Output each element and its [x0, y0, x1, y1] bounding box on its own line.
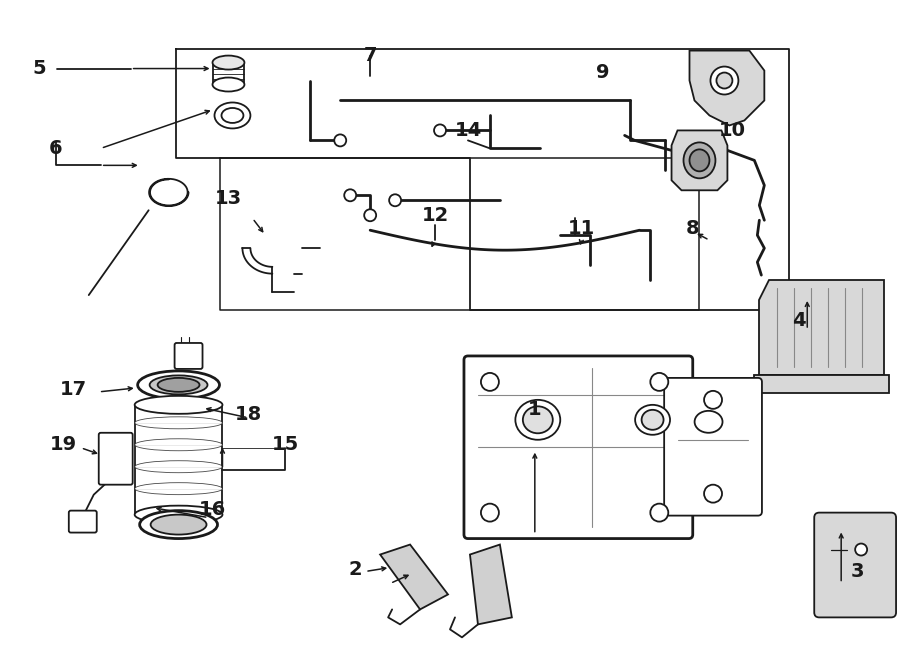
Ellipse shape: [150, 515, 206, 535]
Ellipse shape: [135, 439, 222, 451]
Ellipse shape: [135, 461, 222, 473]
Circle shape: [716, 73, 733, 89]
Circle shape: [364, 210, 376, 221]
FancyBboxPatch shape: [68, 510, 96, 533]
Ellipse shape: [149, 375, 208, 395]
Ellipse shape: [135, 483, 222, 494]
Text: 2: 2: [348, 560, 362, 579]
Polygon shape: [689, 51, 764, 126]
Ellipse shape: [516, 400, 561, 440]
Text: 8: 8: [686, 219, 699, 238]
Ellipse shape: [683, 142, 716, 178]
FancyBboxPatch shape: [664, 378, 762, 516]
Polygon shape: [671, 130, 727, 190]
Ellipse shape: [523, 407, 553, 433]
FancyBboxPatch shape: [175, 343, 202, 369]
Circle shape: [651, 504, 669, 522]
Ellipse shape: [138, 371, 220, 399]
Circle shape: [389, 194, 401, 206]
Text: 17: 17: [60, 380, 87, 399]
Ellipse shape: [158, 378, 200, 392]
Text: 4: 4: [793, 311, 806, 330]
Ellipse shape: [212, 77, 245, 91]
Ellipse shape: [221, 108, 243, 123]
Ellipse shape: [214, 102, 250, 128]
Circle shape: [344, 189, 356, 201]
Ellipse shape: [135, 417, 222, 429]
Text: 7: 7: [364, 46, 377, 65]
Ellipse shape: [135, 396, 222, 414]
Circle shape: [481, 504, 499, 522]
Text: 12: 12: [421, 206, 449, 225]
Ellipse shape: [635, 405, 670, 435]
Ellipse shape: [212, 56, 245, 69]
FancyBboxPatch shape: [464, 356, 693, 539]
Circle shape: [651, 373, 669, 391]
Text: 15: 15: [272, 435, 299, 454]
Circle shape: [704, 391, 722, 409]
Polygon shape: [760, 280, 884, 375]
Text: 13: 13: [215, 189, 242, 208]
Circle shape: [710, 67, 738, 95]
Text: 16: 16: [199, 500, 226, 519]
Circle shape: [334, 134, 346, 146]
Text: 3: 3: [850, 562, 864, 581]
Text: 6: 6: [49, 139, 63, 158]
Circle shape: [434, 124, 446, 136]
Circle shape: [481, 373, 499, 391]
Text: 1: 1: [528, 401, 542, 419]
FancyBboxPatch shape: [814, 513, 896, 617]
Circle shape: [855, 543, 867, 555]
Ellipse shape: [642, 410, 663, 430]
Text: 5: 5: [32, 59, 46, 78]
Text: 9: 9: [596, 63, 609, 82]
Polygon shape: [470, 545, 512, 625]
Ellipse shape: [695, 411, 723, 433]
Text: 10: 10: [719, 121, 746, 140]
Text: 18: 18: [235, 405, 262, 424]
Ellipse shape: [135, 506, 222, 524]
Ellipse shape: [689, 149, 709, 171]
Circle shape: [704, 485, 722, 502]
Ellipse shape: [140, 510, 218, 539]
FancyBboxPatch shape: [99, 433, 132, 485]
Polygon shape: [380, 545, 448, 609]
Text: 14: 14: [454, 121, 482, 140]
Polygon shape: [754, 375, 889, 393]
Text: 19: 19: [50, 435, 77, 454]
Text: 11: 11: [568, 219, 595, 238]
